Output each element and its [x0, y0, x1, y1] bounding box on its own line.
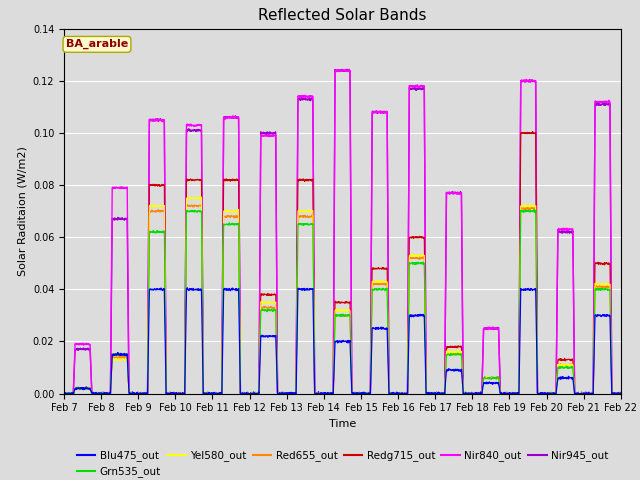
- Blu475_out: [60, 390, 68, 396]
- Blu475_out: [359, 391, 367, 396]
- Grn535_out: [530, 207, 538, 213]
- Legend: Blu475_out, Grn535_out, Yel580_out, Red655_out, Redg715_out, Nir840_out, Nir945_: Blu475_out, Grn535_out, Yel580_out, Red6…: [72, 446, 612, 480]
- Grn535_out: [216, 390, 223, 396]
- Red655_out: [584, 391, 591, 396]
- Yel580_out: [216, 390, 223, 396]
- Yel580_out: [568, 362, 575, 368]
- Line: Yel580_out: Yel580_out: [64, 197, 621, 394]
- Redg715_out: [371, 266, 379, 272]
- Blu475_out: [584, 390, 591, 396]
- Y-axis label: Solar Raditaion (W/m2): Solar Raditaion (W/m2): [17, 146, 28, 276]
- Blu475_out: [371, 326, 379, 332]
- Blu475_out: [60, 391, 68, 396]
- Yel580_out: [359, 391, 367, 396]
- Nir945_out: [505, 391, 513, 396]
- Grn535_out: [358, 391, 366, 396]
- Text: BA_arable: BA_arable: [66, 39, 128, 49]
- Grn535_out: [504, 391, 512, 396]
- Redg715_out: [529, 129, 536, 134]
- Yel580_out: [584, 391, 591, 396]
- Nir945_out: [617, 390, 625, 396]
- Grn535_out: [568, 364, 575, 370]
- Line: Grn535_out: Grn535_out: [64, 210, 621, 394]
- Title: Reflected Solar Bands: Reflected Solar Bands: [258, 9, 427, 24]
- Line: Redg715_out: Redg715_out: [64, 132, 621, 394]
- Redg715_out: [60, 390, 68, 396]
- Nir945_out: [584, 390, 591, 396]
- Nir840_out: [345, 66, 353, 72]
- Red655_out: [216, 391, 223, 396]
- Nir840_out: [617, 391, 625, 396]
- Nir840_out: [504, 391, 512, 396]
- Nir945_out: [343, 67, 351, 72]
- Red655_out: [371, 282, 379, 288]
- Blu475_out: [216, 391, 223, 396]
- Nir945_out: [60, 390, 68, 396]
- Line: Nir945_out: Nir945_out: [64, 70, 621, 394]
- Blu475_out: [617, 390, 625, 396]
- Red655_out: [505, 391, 513, 396]
- Nir840_out: [584, 391, 591, 396]
- X-axis label: Time: Time: [329, 419, 356, 429]
- Redg715_out: [216, 391, 223, 396]
- Redg715_out: [359, 391, 367, 396]
- Nir840_out: [60, 391, 68, 396]
- Grn535_out: [617, 391, 625, 396]
- Yel580_out: [504, 391, 512, 396]
- Redg715_out: [568, 357, 576, 363]
- Grn535_out: [371, 287, 378, 293]
- Nir945_out: [359, 391, 367, 396]
- Redg715_out: [617, 390, 625, 396]
- Red655_out: [184, 202, 191, 207]
- Yel580_out: [617, 391, 625, 396]
- Red655_out: [359, 391, 367, 396]
- Nir945_out: [568, 228, 576, 234]
- Nir945_out: [216, 391, 223, 396]
- Redg715_out: [584, 390, 591, 396]
- Blu475_out: [568, 375, 576, 381]
- Nir840_out: [371, 109, 379, 115]
- Line: Nir840_out: Nir840_out: [64, 69, 621, 394]
- Yel580_out: [197, 194, 205, 200]
- Grn535_out: [60, 391, 68, 396]
- Redg715_out: [504, 391, 512, 396]
- Red655_out: [568, 363, 576, 369]
- Nir840_out: [216, 391, 223, 396]
- Nir840_out: [568, 227, 575, 232]
- Line: Red655_out: Red655_out: [64, 204, 621, 394]
- Yel580_out: [371, 279, 379, 285]
- Red655_out: [617, 391, 625, 396]
- Yel580_out: [60, 391, 68, 396]
- Nir840_out: [359, 391, 367, 396]
- Redg715_out: [60, 391, 68, 396]
- Red655_out: [60, 391, 68, 396]
- Nir945_out: [371, 109, 379, 115]
- Red655_out: [60, 390, 68, 396]
- Blu475_out: [505, 391, 513, 396]
- Blu475_out: [184, 285, 191, 291]
- Line: Blu475_out: Blu475_out: [64, 288, 621, 394]
- Nir945_out: [61, 391, 68, 396]
- Grn535_out: [584, 391, 591, 396]
